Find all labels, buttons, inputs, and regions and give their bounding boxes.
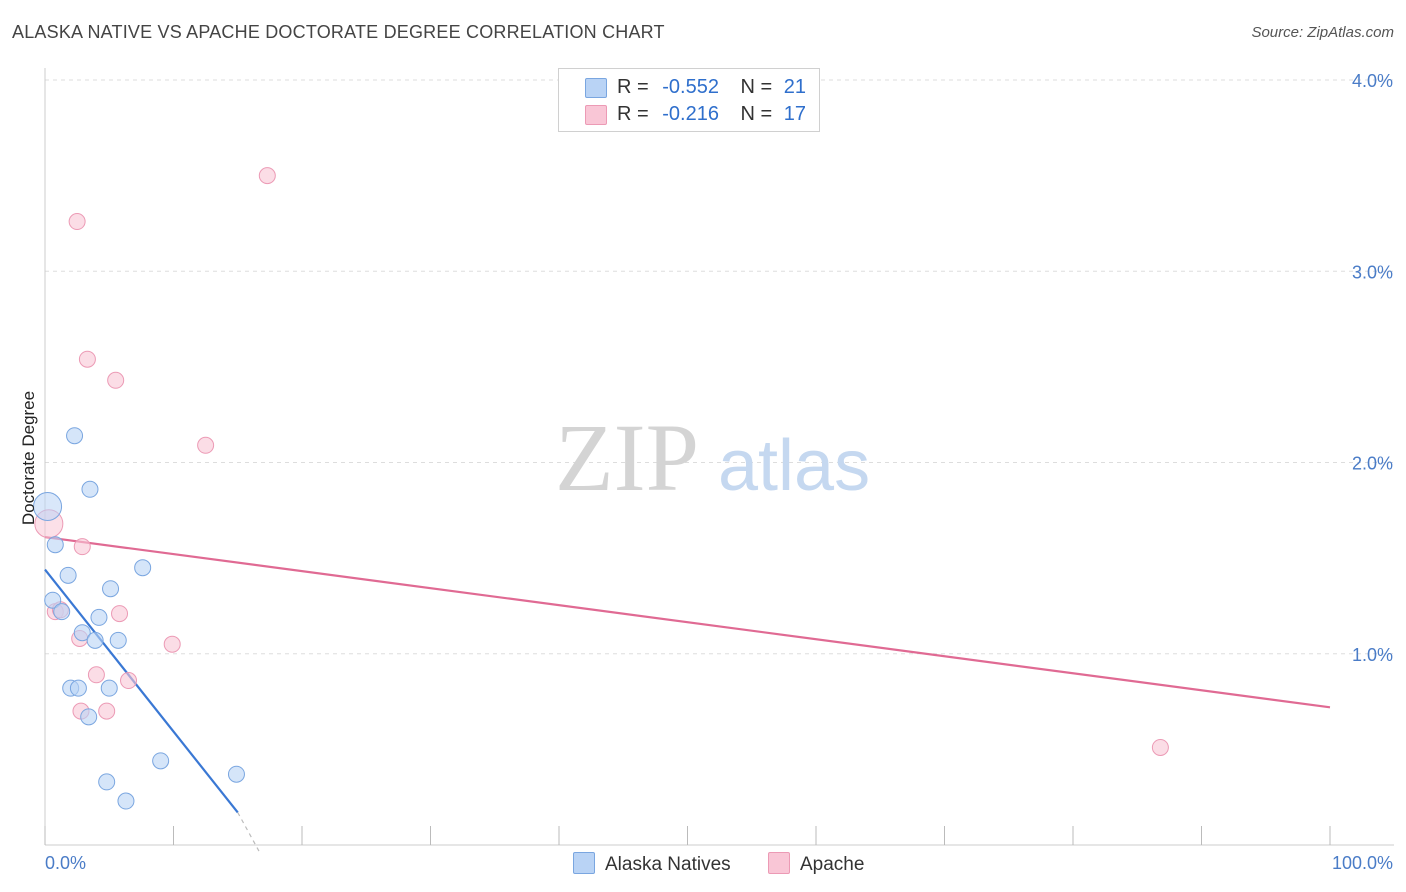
point-alaska (109, 631, 127, 649)
trend-extension-alaska (237, 812, 262, 855)
point-apache (98, 702, 116, 720)
watermark-zip: ZIP (555, 404, 699, 511)
legend-n-value: 17 (783, 103, 807, 125)
point-alaska (73, 624, 91, 642)
point-apache (73, 538, 91, 556)
y-tick-label: 2.0% (1352, 454, 1393, 474)
point-alaska (134, 559, 152, 577)
legend-n-label: N = (740, 103, 773, 125)
bottom-legend-label-apache: Apache (800, 854, 865, 875)
point-alaska (102, 580, 120, 598)
legend-r-label: R = (617, 76, 649, 98)
y-tick-label: 4.0% (1352, 71, 1393, 91)
legend-swatch-alaska (585, 78, 607, 98)
point-alaska (46, 536, 64, 554)
point-alaska (66, 427, 84, 445)
legend: R = -0.552 N = 21 R = -0.216 N = 17 (558, 68, 820, 132)
point-alaska (69, 679, 87, 697)
point-alaska (90, 608, 108, 626)
trend-line-alaska (44, 568, 239, 814)
point-apache (197, 436, 215, 454)
legend-swatch-apache (585, 105, 607, 125)
point-alaska (53, 603, 71, 621)
y-axis-label: Doctorate Degree (19, 391, 38, 525)
point-alaska (117, 792, 135, 810)
legend-r-value: -0.216 (662, 103, 719, 125)
chart-title: ALASKA NATIVE VS APACHE DOCTORATE DEGREE… (12, 22, 665, 42)
point-alaska (80, 708, 98, 726)
bottom-legend-apache: Apache (768, 852, 864, 876)
point-apache (163, 635, 181, 653)
legend-n-label: N = (740, 76, 773, 98)
point-apache (107, 371, 125, 389)
bottom-legend-swatch-apache (768, 852, 790, 874)
point-apache (120, 672, 138, 690)
trend-line-apache (44, 535, 1331, 709)
legend-row-alaska: R = -0.552 N = 21 (617, 76, 806, 99)
x-tick-label: 0.0% (45, 853, 86, 873)
point-alaska (81, 480, 99, 498)
point-alaska (152, 752, 170, 770)
point-apache (68, 213, 86, 231)
y-tick-label: 3.0% (1352, 262, 1393, 282)
bottom-legend-alaska: Alaska Natives (573, 852, 731, 876)
gridlines (45, 79, 1394, 655)
point-alaska (44, 591, 62, 609)
point-alaska (86, 631, 104, 649)
point-apache (111, 605, 129, 623)
point-alaska (227, 765, 245, 783)
legend-r-value: -0.552 (662, 76, 719, 98)
legend-row-apache: R = -0.216 N = 17 (617, 103, 806, 126)
source-label: Source: ZipAtlas.com (1251, 24, 1394, 41)
point-alaska (33, 491, 63, 521)
point-apache (87, 666, 105, 684)
point-apache (258, 167, 276, 185)
point-alaska (100, 679, 118, 697)
tick-labels: 1.0% 2.0% 3.0% 4.0% 0.0% 100.0% (45, 71, 1393, 873)
watermark: ZIP atlas (555, 404, 870, 511)
y-tick-label: 1.0% (1352, 645, 1393, 665)
point-alaska (59, 566, 77, 584)
trend-lines (44, 535, 1331, 855)
x-tick-label: 100.0% (1332, 853, 1393, 873)
point-apache (78, 350, 96, 368)
legend-n-value: 21 (783, 76, 807, 98)
watermark-atlas: atlas (718, 426, 870, 506)
bottom-legend-label-alaska: Alaska Natives (605, 854, 731, 875)
bottom-legend-swatch-alaska (573, 852, 595, 874)
data-points (33, 167, 1169, 810)
point-apache (1151, 738, 1169, 756)
legend-r-label: R = (617, 103, 649, 125)
axes (44, 68, 1394, 846)
point-alaska (98, 773, 116, 791)
